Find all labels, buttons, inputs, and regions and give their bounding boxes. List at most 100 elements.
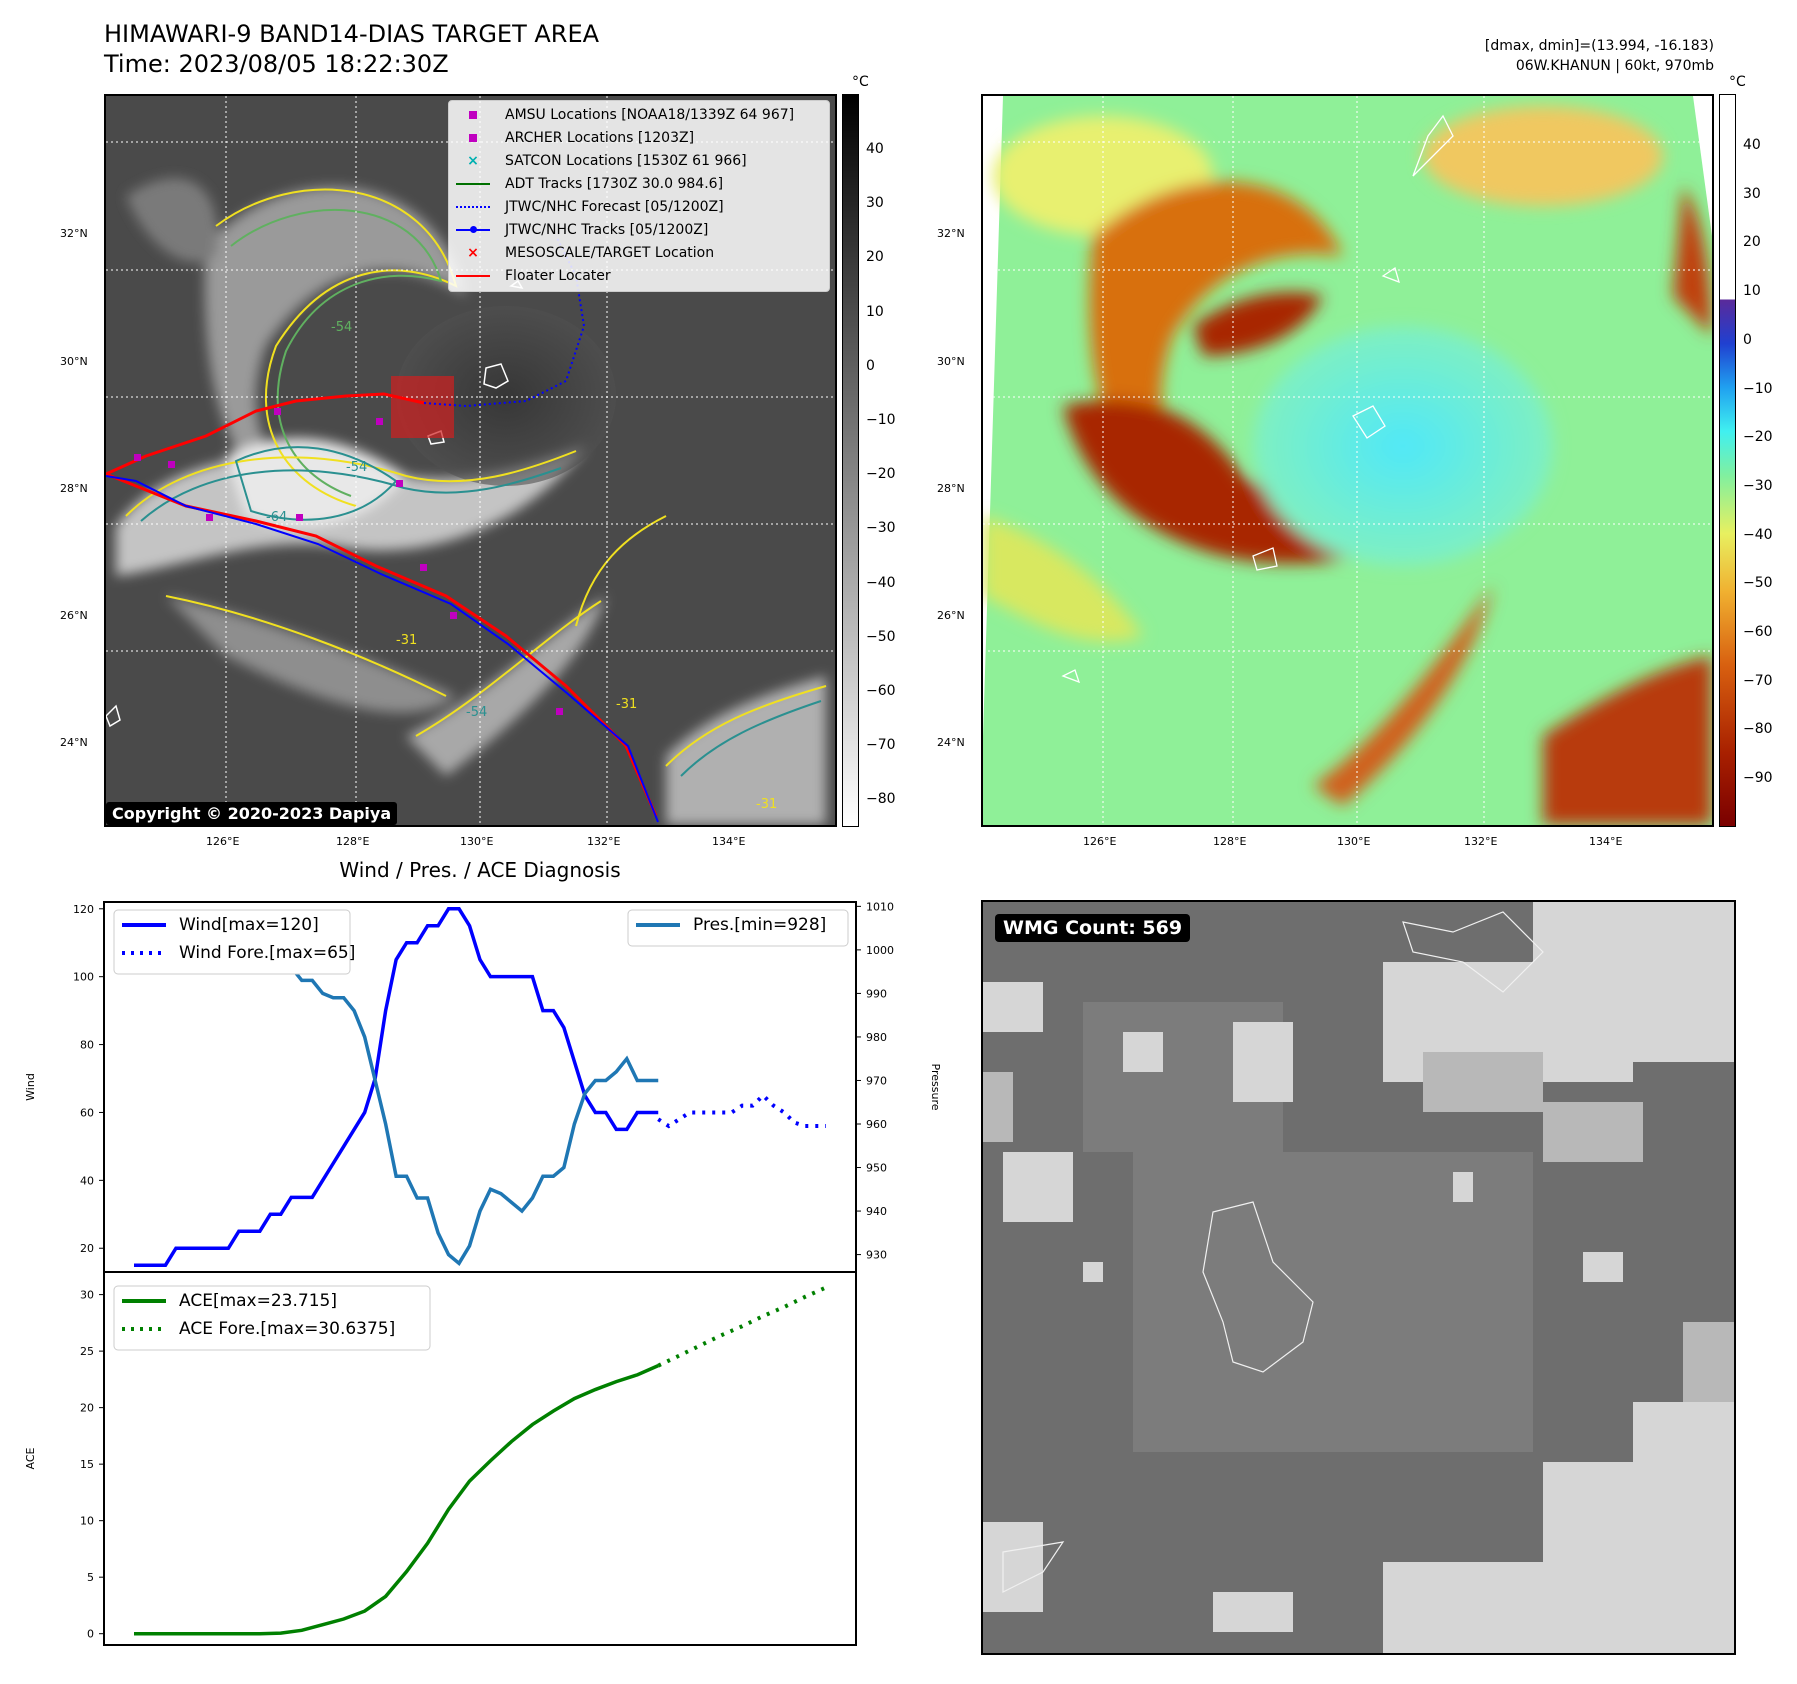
colorbar-color <box>1719 94 1736 827</box>
y-tick-label: 120 <box>73 903 94 916</box>
legend-label: JTWC/NHC Tracks [05/1200Z] <box>505 222 709 238</box>
lat-label: 28°N <box>60 482 88 495</box>
lon-label: 126°E <box>1083 835 1117 848</box>
contour-label: -31 <box>616 697 637 712</box>
lon-label: 128°E <box>336 835 370 848</box>
wmg-image <box>983 902 1734 1653</box>
wind-pressure-ace-charts: 2040608010012093094095096097098099010001… <box>24 900 942 1646</box>
colorbar-tick: −60 <box>1743 624 1773 640</box>
colorbar-tick: −30 <box>866 520 896 537</box>
colorbar-color-unit: °C <box>1729 74 1746 90</box>
legend-label: JTWC/NHC Forecast [05/1200Z] <box>505 199 724 215</box>
lat-label: 28°N <box>937 482 965 495</box>
legend-swatch: × <box>467 153 479 169</box>
y-tick-label: 60 <box>80 1106 94 1119</box>
y2-tick-label: 930 <box>866 1249 887 1262</box>
y2-axis-label: Pressure <box>929 1064 942 1111</box>
legend-label: ARCHER Locations [1203Z] <box>505 130 695 146</box>
colorbar-tick: −70 <box>866 737 896 754</box>
lon-label: 132°E <box>587 835 621 848</box>
diagnosis-title: Wind / Pres. / ACE Diagnosis <box>339 858 621 882</box>
lat-label: 24°N <box>60 736 88 749</box>
lon-label: 132°E <box>1464 835 1498 848</box>
colorbar-tick: −10 <box>1743 380 1773 397</box>
chart-legend-label: Wind Fore.[max=65] <box>179 943 355 963</box>
legend-entry: ADT Tracks [1730Z 30.0 984.6] <box>455 174 723 194</box>
colorbar-tick: 20 <box>1743 234 1761 251</box>
lon-label: 128°E <box>1213 835 1247 848</box>
map-grid-color <box>983 96 1712 825</box>
colorbar-tick: −90 <box>1743 770 1773 787</box>
chart-title: HIMAWARI-9 BAND14-DIAS TARGET AREA <box>104 20 600 48</box>
y2-tick-label: 1000 <box>866 944 894 957</box>
contour-label: -54 <box>466 705 487 720</box>
chart-legend-label: ACE Fore.[max=30.6375] <box>179 1319 395 1339</box>
color-cloud-bands <box>983 106 1712 825</box>
legend-entry: JTWC/NHC Tracks [05/1200Z] <box>455 220 708 240</box>
series-line <box>657 1092 826 1129</box>
y2-tick-label: 950 <box>866 1162 887 1175</box>
y2-tick-label: 940 <box>866 1205 887 1218</box>
map-legend: AMSU Locations [NOAA18/1339Z 64 967] ARCH… <box>448 100 830 292</box>
wmg-count-label: WMG Count: 569 <box>995 914 1191 942</box>
lat-label: 32°N <box>60 227 88 240</box>
legend-swatch <box>455 107 491 123</box>
legend-label: ADT Tracks [1730Z 30.0 984.6] <box>505 176 724 192</box>
chart-legend-label: Wind[max=120] <box>179 915 319 935</box>
wind-pressure-chart: 20 40 60 80 100 120 930 940 950 960 970 980 990 1000 1… <box>24 900 942 1273</box>
colorbar-gray-unit: °C <box>852 74 869 90</box>
amsu-archer-markers <box>134 408 563 715</box>
lon-label: 126°E <box>206 835 240 848</box>
colorbar-tick: 10 <box>1743 283 1761 300</box>
colorbar-tick: −60 <box>866 683 896 699</box>
lat-label: 26°N <box>60 609 88 622</box>
colorbar-tick: −40 <box>866 574 896 591</box>
chart-time: Time: 2023/08/05 18:22:30Z <box>104 50 449 78</box>
colorbar-gray <box>842 94 859 827</box>
colorbar-tick: −30 <box>1743 477 1773 494</box>
colorbar-tick: 0 <box>1743 331 1752 348</box>
color-ir-map-panel <box>981 94 1714 827</box>
legend-entry: × MESOSCALE/TARGET Location <box>455 243 714 263</box>
contour-label: -54 <box>346 460 367 475</box>
lat-label: 26°N <box>937 609 965 622</box>
contour-label: -31 <box>396 633 417 648</box>
y-tick-label: 80 <box>80 1039 94 1052</box>
legend-entry: Floater Locater <box>455 266 611 286</box>
plot-frame <box>103 1271 857 1646</box>
colorbar-tick: −20 <box>866 466 896 483</box>
colorbar-tick: 20 <box>866 249 884 266</box>
lat-label: 24°N <box>937 736 965 749</box>
y2-tick-label: 1010 <box>866 900 894 913</box>
lat-label: 32°N <box>937 227 965 240</box>
legend-swatch <box>455 268 491 284</box>
legend-entry: × SATCON Locations [1530Z 61 966] <box>455 151 747 171</box>
floater-track-south <box>106 472 658 817</box>
contour-label: -54 <box>331 320 352 335</box>
lon-label: 130°E <box>1337 835 1371 848</box>
legend-swatch <box>455 222 491 238</box>
colorbar-tick: −70 <box>1743 672 1773 689</box>
floater-track-north <box>106 392 425 476</box>
coastlines-color <box>1061 114 1454 684</box>
chart-legend-label: Pres.[min=928] <box>693 915 826 935</box>
ace-chart: 0 5 10 15 20 25 30 ACE ACE[max=23.715] ACE Fore.[… <box>24 1271 857 1646</box>
y2-tick-label: 990 <box>866 987 887 1000</box>
chart-legend <box>113 909 351 975</box>
y-tick-label: 20 <box>80 1242 94 1255</box>
legend-label: Floater Locater <box>505 268 611 284</box>
lon-label: 134°E <box>712 835 746 848</box>
dmax-dmin-label: [dmax, dmin]=(13.994, -16.183) <box>1484 38 1714 54</box>
y-tick-label: 10 <box>80 1515 94 1528</box>
lat-label: 30°N <box>937 355 965 368</box>
legend-entry: AMSU Locations [NOAA18/1339Z 64 967] <box>455 105 794 125</box>
chart-legend <box>627 909 849 947</box>
series-line <box>134 1364 659 1636</box>
wmg-panel: WMG Count: 569 <box>981 900 1736 1655</box>
y-axis-label: ACE <box>24 1447 37 1469</box>
wmg-bright-pixels <box>983 902 1734 1653</box>
target-box <box>391 376 454 438</box>
y-tick-label: 0 <box>87 1628 94 1641</box>
contour-label: -64 <box>266 510 287 525</box>
contour-label: -31 <box>756 797 777 812</box>
